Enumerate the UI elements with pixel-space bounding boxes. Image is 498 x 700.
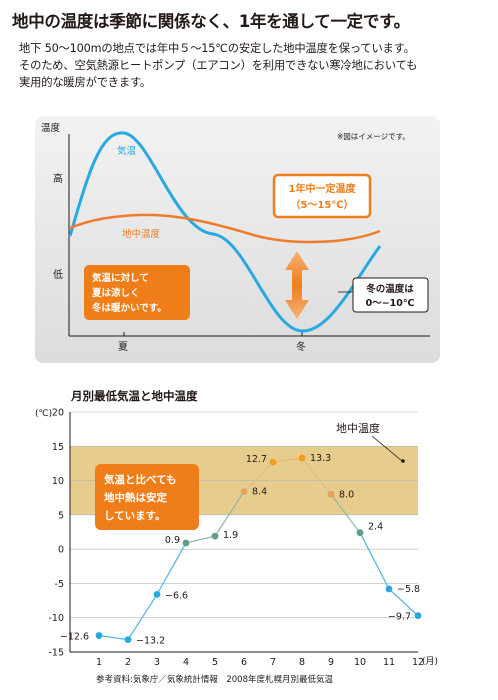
series-line-segment xyxy=(388,588,419,617)
concept-y-low-label: 低 xyxy=(53,268,63,281)
x-tick-label: 9 xyxy=(328,657,334,668)
data-label: −5.8 xyxy=(397,584,420,595)
data-point xyxy=(153,591,161,598)
data-label: 8.0 xyxy=(339,489,354,500)
page-headline: 地中の温度は季節に関係なく、1年を通して一定です。 xyxy=(12,12,410,31)
stability-callout-box xyxy=(95,464,199,530)
y-tick-label: 15 xyxy=(52,442,64,453)
data-label: 1.9 xyxy=(223,530,238,541)
data-point xyxy=(240,488,248,495)
concept-x-summer-label: 夏 xyxy=(118,341,128,353)
x-tick-label: 8 xyxy=(299,657,305,668)
difference-arrow xyxy=(285,251,309,319)
stability-callout-text: 気温と比べても xyxy=(103,473,177,486)
data-point xyxy=(124,636,132,644)
data-point xyxy=(356,529,364,537)
air-temperature-label: 気温 xyxy=(117,145,137,157)
series-line-segment xyxy=(98,634,129,641)
constant-temperature-text: （5～15℃） xyxy=(291,198,354,211)
concept-y-high-label: 高 xyxy=(53,172,63,185)
y-tick-label: 5 xyxy=(58,510,64,521)
data-point xyxy=(269,458,277,466)
constant-temperature-box xyxy=(272,173,372,219)
data-point xyxy=(182,539,190,547)
series-line-segment xyxy=(156,542,187,595)
monthly-temperature-chart: 月別最低気温と地中温度 (℃) (月) 参考資料:気象庁／気象統計情報 2008… xyxy=(35,389,438,685)
series-line-segment xyxy=(359,532,390,590)
y-tick-label: -10 xyxy=(48,613,64,624)
stability-callout-text: しています。 xyxy=(104,510,166,522)
concept-x-winter-label: 冬 xyxy=(296,340,306,353)
ground-temperature-label: 地中温度 xyxy=(122,228,161,240)
comparison-text: 気温に対して xyxy=(92,272,149,284)
comparison-text: 冬は暖かいです。 xyxy=(92,302,167,314)
x-tick-label: 1 xyxy=(96,657,102,668)
concept-diagram: 温度 高 低 夏 冬 ※図はイメージです。 気温 地中温度 1年中一定温度 （5… xyxy=(41,122,430,353)
winter-temperature-text: 冬の温度は xyxy=(366,283,414,295)
x-tick-label: 4 xyxy=(183,657,189,668)
winter-temperature-text: 0～−10℃ xyxy=(366,298,415,309)
data-label: 0.9 xyxy=(165,535,180,546)
data-label: 12.7 xyxy=(246,454,267,465)
x-tick-label: 5 xyxy=(212,657,218,668)
winter-temperature-box xyxy=(352,277,429,313)
series-line-segment xyxy=(243,461,274,492)
stability-callout-text: 地中熱は安定 xyxy=(104,491,167,504)
comparison-box xyxy=(84,265,190,320)
concept-y-axis-label: 温度 xyxy=(41,122,61,134)
ground-temperature-band-label: 地中温度 xyxy=(336,421,380,435)
series-line-segment xyxy=(185,535,216,544)
y-tick-label: -15 xyxy=(48,648,64,659)
constant-temperature-text: 1年中一定温度 xyxy=(289,182,357,195)
series-line-segment xyxy=(272,457,303,463)
intro-line: そのため、空気熱源ヒートポンプ（エアコン）を利用できない寒冷地においても xyxy=(19,59,418,72)
data-label: 2.4 xyxy=(368,522,383,533)
x-tick-label: 2 xyxy=(125,657,131,668)
y-unit-label: (℃) xyxy=(35,409,52,419)
intro-text: 地下 50～100mの地点では年中５～15℃の安定した地中温度を保っています。 … xyxy=(19,40,489,91)
x-tick-label: 7 xyxy=(270,657,276,668)
data-point xyxy=(414,612,422,620)
x-tick-label: 3 xyxy=(154,657,160,668)
data-point xyxy=(327,490,335,498)
intro-line: 地下 50～100mの地点では年中５～15℃の安定した地中温度を保っています。 xyxy=(19,42,415,55)
data-label: −13.2 xyxy=(136,636,165,647)
x-tick-label: 11 xyxy=(383,657,395,668)
band-label-dot xyxy=(401,459,405,463)
y-tick-label: 0 xyxy=(58,545,64,556)
concept-note: ※図はイメージです。 xyxy=(337,132,410,141)
chart-title: 月別最低気温と地中温度 xyxy=(70,389,198,403)
series-line-segment xyxy=(301,457,332,495)
y-tick-label: -5 xyxy=(55,579,64,590)
y-tick-label: 20 xyxy=(52,408,64,419)
data-label: 13.3 xyxy=(310,453,331,464)
data-point xyxy=(298,454,306,462)
series-line-segment xyxy=(127,594,158,640)
x-tick-label: 12 xyxy=(412,657,424,668)
data-point xyxy=(385,585,393,593)
data-point xyxy=(211,532,219,540)
ground-temperature-curve xyxy=(69,213,381,244)
series-line-segment xyxy=(330,493,361,534)
intro-line: 実用的な暖房ができます。 xyxy=(19,76,152,89)
x-tick-label: 10 xyxy=(354,657,366,668)
comparison-text: 夏は涼しく xyxy=(91,287,140,299)
concept-panel xyxy=(35,116,440,363)
series-line-segment xyxy=(214,491,245,537)
chart-source: 参考資料:気象庁／気象統計情報 2008年度札幌月別最低気温 xyxy=(96,674,333,685)
band-label-leader xyxy=(371,435,403,462)
data-label: −12.6 xyxy=(60,632,89,643)
y-tick-label: 10 xyxy=(52,476,64,487)
data-label: −9.7 xyxy=(388,612,411,623)
data-label: −6.6 xyxy=(165,590,188,601)
air-temperature-curve xyxy=(68,131,382,333)
data-label: 8.4 xyxy=(252,487,267,498)
data-point xyxy=(95,632,103,639)
x-unit-label: (月) xyxy=(422,656,438,667)
x-tick-label: 6 xyxy=(241,657,247,668)
